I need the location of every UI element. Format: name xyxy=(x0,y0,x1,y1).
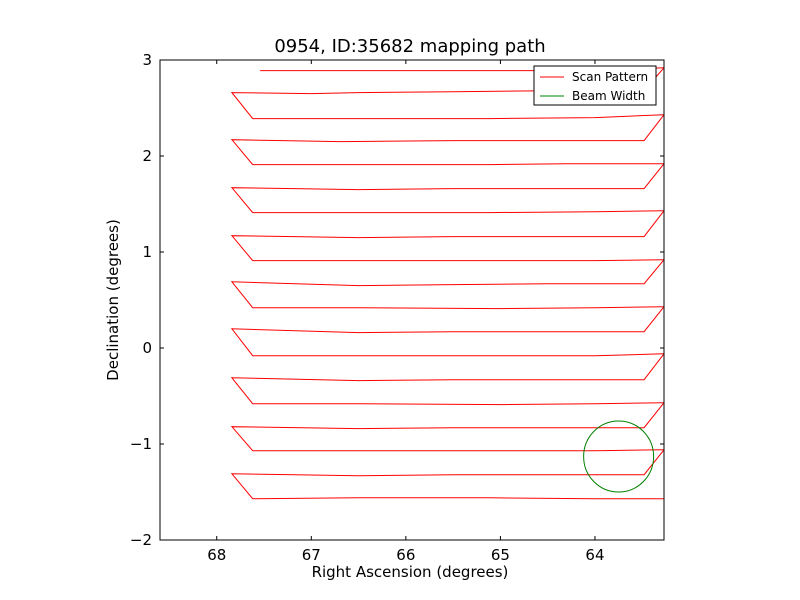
x-tick-label: 67 xyxy=(302,546,321,564)
x-tick-label: 68 xyxy=(207,546,226,564)
legend: Scan Pattern Beam Width xyxy=(533,65,657,106)
x-tick-label: 64 xyxy=(585,546,604,564)
x-tick-label: 65 xyxy=(491,546,510,564)
y-tick-label: 1 xyxy=(142,243,152,261)
chart-title: 0954, ID:35682 mapping path xyxy=(274,36,545,57)
axes-frame xyxy=(159,59,665,541)
legend-label-scan-pattern: Scan Pattern xyxy=(572,70,648,84)
x-tick-label: 66 xyxy=(396,546,415,564)
y-tick-label: −1 xyxy=(130,435,152,453)
x-axis-label: Right Ascension (degrees) xyxy=(312,563,509,581)
axis-ticks: 68 67 66 65 64 3 2 1 0 −1 −2 xyxy=(130,51,664,564)
scan-pattern-line xyxy=(230,67,664,500)
legend-label-beam-width: Beam Width xyxy=(572,89,645,103)
y-tick-label: −2 xyxy=(130,531,152,549)
y-tick-label: 0 xyxy=(142,339,152,357)
y-axis-label: Declination (degrees) xyxy=(104,219,122,381)
plot-area xyxy=(230,67,664,500)
y-tick-label: 3 xyxy=(142,51,152,69)
beam-width-circle xyxy=(583,420,655,493)
y-tick-label: 2 xyxy=(142,147,152,165)
legend-box xyxy=(533,65,657,106)
